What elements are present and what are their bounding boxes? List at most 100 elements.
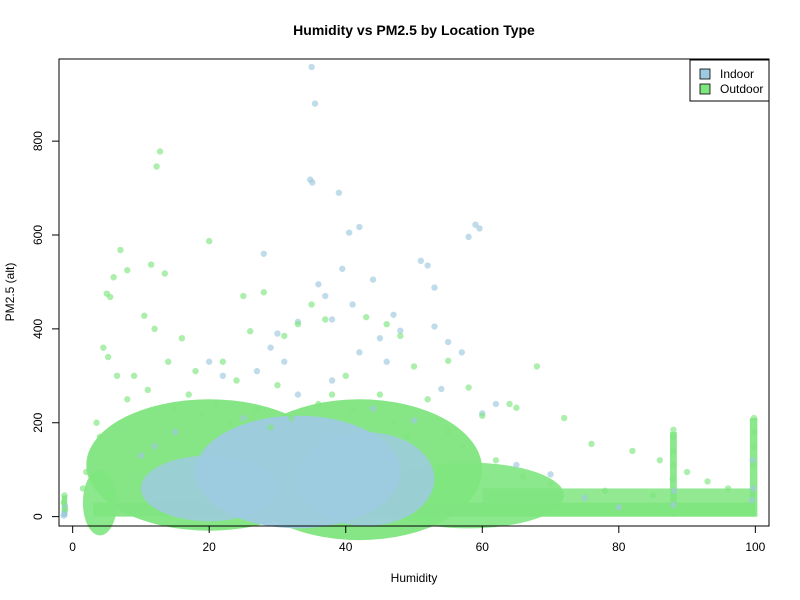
legend-swatch-outdoor <box>699 83 711 95</box>
indoor-point-56 <box>581 494 588 502</box>
y-tick-label: 200 <box>31 412 45 432</box>
outdoor-point-6 <box>107 293 114 301</box>
outdoor-point-9 <box>240 292 247 300</box>
x-tick-label: 20 <box>203 540 217 554</box>
indoor-cloud-right <box>297 432 435 526</box>
indoor-point-16 <box>349 301 356 308</box>
indoor-point-3 <box>309 179 316 186</box>
indoor-point-25 <box>431 323 438 330</box>
y-tick-label: 600 <box>31 225 45 245</box>
indoor-point-42 <box>410 417 418 424</box>
indoor-point-8 <box>339 265 346 272</box>
indoor-point-5 <box>345 229 353 236</box>
outdoor-point-75 <box>185 391 192 398</box>
outdoor-point-51 <box>750 428 758 436</box>
y-axis-label: PM2.5 (alt) <box>3 263 17 322</box>
outdoor-point-13 <box>151 325 158 333</box>
indoor-point-44 <box>547 471 554 478</box>
outdoor-point-26 <box>506 400 513 408</box>
outdoor-point-65 <box>649 492 657 499</box>
outdoor-point-27 <box>513 404 520 411</box>
outdoor-point-71 <box>444 428 452 436</box>
outdoor-point-81 <box>287 414 295 422</box>
y-tick-label: 800 <box>31 131 45 151</box>
indoor-point-48 <box>749 457 756 464</box>
outdoor-cloud-edge <box>82 469 118 536</box>
indoor-point-15 <box>476 225 483 232</box>
outdoor-point-43 <box>100 344 107 351</box>
outdoor-point-14 <box>178 335 186 342</box>
indoor-cloud-left <box>140 455 278 522</box>
outdoor-point-12 <box>141 312 148 319</box>
outdoor-point-73 <box>144 386 151 394</box>
outdoor-point-3 <box>117 246 124 254</box>
indoor-point-30 <box>356 349 363 356</box>
outdoor-point-80 <box>267 424 274 431</box>
indoor-point-26 <box>444 338 452 346</box>
indoor-point-4 <box>335 189 343 196</box>
indoor-point-28 <box>376 335 384 342</box>
indoor-point-43 <box>513 461 520 469</box>
outdoor-point-37 <box>219 358 227 365</box>
outdoor-point-47 <box>96 433 104 441</box>
outdoor-point-83 <box>328 391 336 398</box>
outdoor-point-16 <box>308 301 315 308</box>
outdoor-point-44 <box>104 353 112 361</box>
x-tick-label: 100 <box>745 540 765 554</box>
outdoor-point-35 <box>165 358 172 365</box>
outdoor-point-8 <box>161 270 169 277</box>
chart-title: Humidity vs PM2.5 by Location Type <box>293 22 535 38</box>
outdoor-point-11 <box>124 267 131 274</box>
outdoor-point-72 <box>124 396 131 403</box>
legend-label-indoor: Indoor <box>720 67 754 81</box>
indoor-point-34 <box>438 385 445 393</box>
outdoor-point-15 <box>246 328 254 335</box>
outdoor-point-55 <box>670 433 677 441</box>
outdoor-point-7 <box>147 261 155 268</box>
outdoor-point-19 <box>281 332 288 340</box>
outdoor-point-57 <box>670 461 677 469</box>
outdoor-point-31 <box>656 457 663 464</box>
outdoor-point-62 <box>683 468 691 476</box>
outdoor-point-40 <box>342 372 349 380</box>
x-axis-label: Humidity <box>391 571 438 585</box>
indoor-point-27 <box>458 349 465 356</box>
legend-swatch-indoor <box>699 68 711 80</box>
outdoor-point-77 <box>212 400 220 408</box>
outdoor-point-67 <box>547 480 554 487</box>
outdoor-point-4 <box>110 274 117 281</box>
outdoor-point-38 <box>233 377 240 384</box>
outdoor-point-2 <box>205 237 213 245</box>
x-axis: 0 20 40 60 80 100 <box>69 525 766 554</box>
outdoor-point-74 <box>171 405 179 412</box>
outdoor-point-48 <box>83 468 90 476</box>
outdoor-column-88 <box>670 432 677 517</box>
outdoor-point-45 <box>113 372 121 380</box>
outdoor-point-30 <box>629 447 636 455</box>
indoor-point-38 <box>219 372 227 380</box>
outdoor-point-69 <box>492 457 500 464</box>
outdoor-point-52 <box>750 443 758 450</box>
indoor-point-13 <box>465 233 472 241</box>
outdoor-point-79 <box>253 405 261 412</box>
outdoor-point-78 <box>226 419 233 426</box>
outdoor-point-49 <box>79 485 87 492</box>
outdoor-point-25 <box>533 363 541 370</box>
indoor-point-55 <box>670 487 678 494</box>
y-tick-label: 0 <box>31 513 45 520</box>
indoor-point-19 <box>328 316 336 323</box>
outdoor-point-54 <box>670 426 677 433</box>
outdoor-point-33 <box>479 412 486 419</box>
indoor-point-17 <box>322 292 329 300</box>
indoor-point-10 <box>369 276 377 283</box>
dense-point-cloud <box>61 399 758 541</box>
outdoor-point-61 <box>61 506 69 513</box>
y-axis: 0 200 400 600 800 <box>31 131 60 520</box>
outdoor-point-23 <box>410 363 418 370</box>
outdoor-tail-band <box>482 488 756 517</box>
outdoor-point-46 <box>93 419 100 426</box>
indoor-point-33 <box>328 377 336 384</box>
outdoor-point-56 <box>670 447 677 455</box>
outdoor-point-50 <box>750 414 758 422</box>
indoor-point-47 <box>171 428 179 436</box>
